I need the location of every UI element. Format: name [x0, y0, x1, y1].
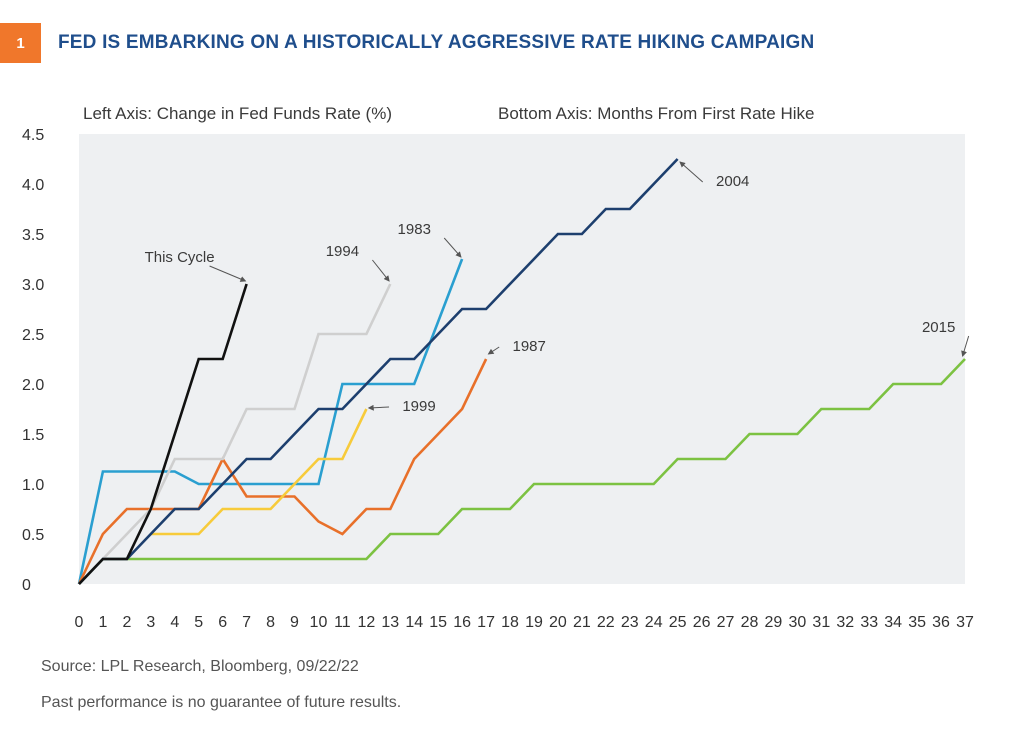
series-label-2004: 2004 — [716, 173, 749, 190]
annotation-arrow — [209, 265, 247, 282]
series-line-1983 — [77, 258, 464, 585]
annotation-arrow — [487, 346, 500, 355]
disclaimer-note: Past performance is no guarantee of futu… — [41, 694, 402, 711]
annotation-arrow — [961, 335, 970, 357]
x-tick-label: 18 — [501, 614, 519, 631]
y-tick-label: 0.5 — [22, 527, 44, 544]
annotation-arrow — [372, 259, 390, 282]
y-tick-label: 1.0 — [22, 477, 44, 494]
annotation-arrow — [367, 404, 390, 411]
chart-title: FED IS EMBARKING ON A HISTORICALLY AGGRE… — [58, 32, 815, 53]
series-label-1994: 1994 — [326, 243, 359, 260]
x-tick-label: 8 — [266, 614, 275, 631]
x-tick-label: 35 — [908, 614, 926, 631]
series-line-this-cycle — [78, 283, 248, 585]
x-tick-label: 3 — [146, 614, 155, 631]
x-tick-label: 10 — [310, 614, 328, 631]
series-lines — [77, 158, 966, 585]
x-tick-label: 1 — [98, 614, 107, 631]
x-tick-label: 19 — [525, 614, 543, 631]
y-tick-label: 2.0 — [22, 377, 44, 394]
x-tick-label: 2 — [122, 614, 131, 631]
series-label-1983: 1983 — [398, 221, 431, 238]
figure-number-badge: 1 — [0, 23, 41, 63]
x-tick-label: 25 — [669, 614, 687, 631]
x-tick-label: 6 — [218, 614, 227, 631]
x-tick-label: 33 — [860, 614, 878, 631]
series-label-1987: 1987 — [512, 338, 545, 355]
x-tick-label: 16 — [453, 614, 471, 631]
x-tick-label: 0 — [75, 614, 84, 631]
series-line-2004 — [78, 158, 679, 585]
series-label-this-cycle: This Cycle — [145, 249, 215, 266]
y-axis-ticks: 0 0.5 1.0 1.5 2.0 2.5 3.0 3.5 4.0 4.5 — [22, 127, 44, 594]
rate-hike-line-chart: Left Axis: Change in Fed Funds Rate (%) … — [22, 104, 974, 631]
x-tick-label: 21 — [573, 614, 591, 631]
x-tick-label: 36 — [932, 614, 950, 631]
x-tick-label: 34 — [884, 614, 902, 631]
y-tick-label: 1.5 — [22, 427, 44, 444]
x-tick-label: 15 — [429, 614, 447, 631]
bottom-axis-caption: Bottom Axis: Months From First Rate Hike — [498, 104, 814, 123]
x-tick-label: 27 — [717, 614, 735, 631]
series-line-1994 — [78, 283, 392, 585]
x-tick-label: 13 — [381, 614, 399, 631]
x-tick-label: 29 — [765, 614, 783, 631]
left-axis-caption: Left Axis: Change in Fed Funds Rate (%) — [83, 104, 392, 123]
y-tick-label: 4.0 — [22, 177, 44, 194]
x-tick-label: 30 — [788, 614, 806, 631]
x-tick-label: 37 — [956, 614, 974, 631]
x-tick-label: 7 — [242, 614, 251, 631]
x-tick-label: 23 — [621, 614, 639, 631]
x-tick-label: 24 — [645, 614, 663, 631]
x-tick-label: 31 — [812, 614, 830, 631]
x-tick-label: 5 — [194, 614, 203, 631]
x-tick-label: 22 — [597, 614, 615, 631]
x-axis-ticks: 0 1 2 3 4 5 6 7 8 9 10 11 12 13 14 15 16 17 18 19 20 21 22 23 24… — [75, 614, 974, 631]
source-note: Source: LPL Research, Bloomberg, 09/22/2… — [41, 658, 359, 675]
x-tick-label: 9 — [290, 614, 299, 631]
x-tick-label: 12 — [357, 614, 375, 631]
y-tick-label: 3.5 — [22, 227, 44, 244]
series-annotations: 2015 1983 1987 1994 1999 2004 This Cycle — [145, 161, 970, 415]
y-tick-label: 0 — [22, 577, 31, 594]
y-tick-label: 3.0 — [22, 277, 44, 294]
x-tick-label: 26 — [693, 614, 711, 631]
x-tick-label: 17 — [477, 614, 495, 631]
y-tick-label: 2.5 — [22, 327, 44, 344]
series-label-2015: 2015 — [922, 319, 955, 336]
annotation-arrow — [443, 237, 462, 258]
series-line-2015 — [78, 358, 966, 585]
x-tick-label: 4 — [170, 614, 179, 631]
x-tick-label: 32 — [836, 614, 854, 631]
y-tick-label: 4.5 — [22, 127, 44, 144]
x-tick-label: 28 — [741, 614, 759, 631]
x-tick-label: 11 — [334, 614, 351, 631]
series-label-1999: 1999 — [402, 398, 435, 415]
annotation-arrow — [679, 161, 704, 183]
x-tick-label: 14 — [405, 614, 423, 631]
x-tick-label: 20 — [549, 614, 567, 631]
series-line-1999 — [150, 408, 368, 536]
